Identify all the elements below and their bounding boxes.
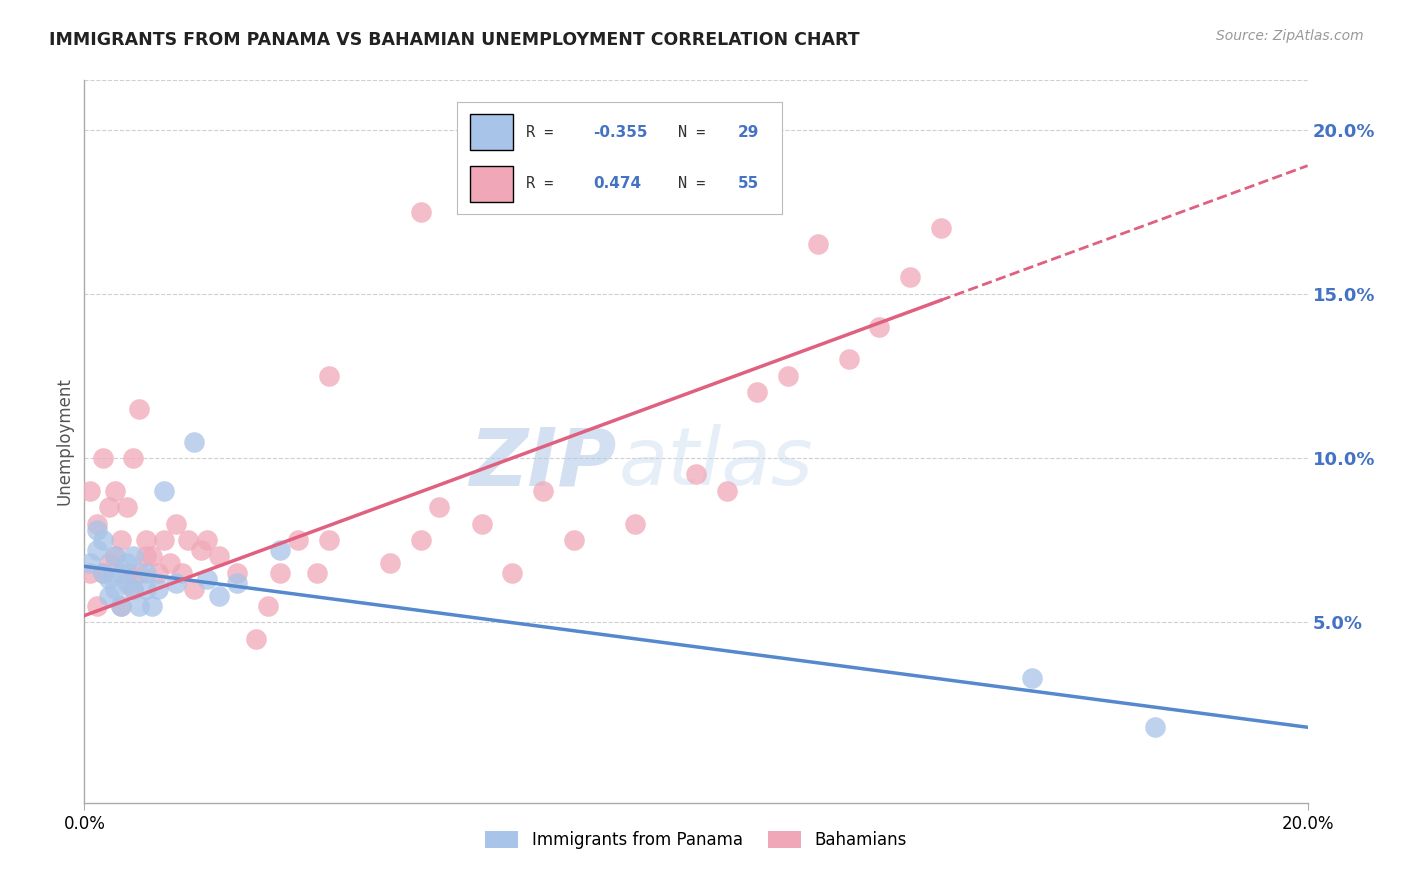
Point [122, 582, 145, 597]
Legend: Immigrants from Panama, Bahamians: Immigrants from Panama, Bahamians [478, 824, 914, 856]
Point [110, 533, 132, 547]
Point [115, 575, 138, 590]
Point [135, 533, 157, 547]
Point [838, 352, 860, 367]
Point [305, 566, 328, 580]
Point [502, 566, 524, 580]
Point [807, 237, 830, 252]
Point [79, 483, 101, 498]
Point [562, 533, 585, 547]
Point [257, 599, 280, 613]
Point [86, 542, 108, 557]
Point [183, 582, 205, 597]
Point [183, 434, 205, 449]
Point [208, 549, 231, 564]
Point [128, 566, 150, 580]
Point [929, 221, 952, 235]
Point [318, 368, 340, 383]
Point [1021, 671, 1043, 685]
Point [269, 542, 291, 557]
Point [97, 556, 120, 570]
Point [531, 483, 554, 498]
Point [104, 582, 127, 597]
Point [146, 582, 169, 597]
Text: IMMIGRANTS FROM PANAMA VS BAHAMIAN UNEMPLOYMENT CORRELATION CHART: IMMIGRANTS FROM PANAMA VS BAHAMIAN UNEMP… [49, 31, 860, 49]
Point [104, 483, 127, 498]
Point [91, 566, 114, 580]
Y-axis label: Unemployment: Unemployment [55, 377, 73, 506]
Point [195, 573, 218, 587]
Point [165, 516, 187, 531]
Point [86, 516, 108, 531]
Point [122, 450, 145, 465]
Point [115, 556, 138, 570]
Point [86, 599, 108, 613]
Point [409, 533, 432, 547]
Point [135, 582, 157, 597]
Point [287, 533, 309, 547]
Point [128, 401, 150, 416]
Point [208, 589, 231, 603]
Point [141, 599, 163, 613]
Point [110, 599, 132, 613]
Point [226, 566, 249, 580]
Point [716, 483, 738, 498]
Point [471, 516, 494, 531]
Point [177, 533, 200, 547]
Point [747, 385, 769, 400]
Point [146, 566, 169, 580]
Point [79, 556, 101, 570]
Point [91, 450, 114, 465]
Point [685, 467, 707, 482]
Point [1143, 720, 1166, 734]
Point [898, 270, 921, 285]
Point [141, 549, 163, 564]
Point [97, 500, 120, 515]
Point [409, 204, 432, 219]
Text: atlas: atlas [619, 425, 814, 502]
Text: ZIP: ZIP [470, 425, 616, 502]
Point [226, 575, 249, 590]
Point [380, 556, 402, 570]
Point [869, 319, 891, 334]
Point [115, 566, 138, 580]
Point [427, 500, 450, 515]
Point [97, 573, 120, 587]
Point [91, 566, 114, 580]
Text: Source: ZipAtlas.com: Source: ZipAtlas.com [1216, 29, 1364, 43]
Point [172, 566, 194, 580]
Point [122, 582, 145, 597]
Point [190, 542, 212, 557]
Point [104, 549, 127, 564]
Point [79, 566, 101, 580]
Point [776, 368, 799, 383]
Point [86, 523, 108, 537]
Point [128, 599, 150, 613]
Point [104, 549, 127, 564]
Point [97, 589, 120, 603]
Point [318, 533, 340, 547]
Point [159, 556, 181, 570]
Point [110, 599, 132, 613]
Point [135, 549, 157, 564]
Point [195, 533, 218, 547]
Point [135, 566, 157, 580]
Point [110, 566, 132, 580]
Point [91, 533, 114, 547]
Point [245, 632, 267, 646]
Point [624, 516, 647, 531]
Point [269, 566, 291, 580]
Point [165, 575, 187, 590]
Point [153, 533, 176, 547]
Point [153, 483, 176, 498]
Point [122, 549, 145, 564]
Point [115, 500, 138, 515]
